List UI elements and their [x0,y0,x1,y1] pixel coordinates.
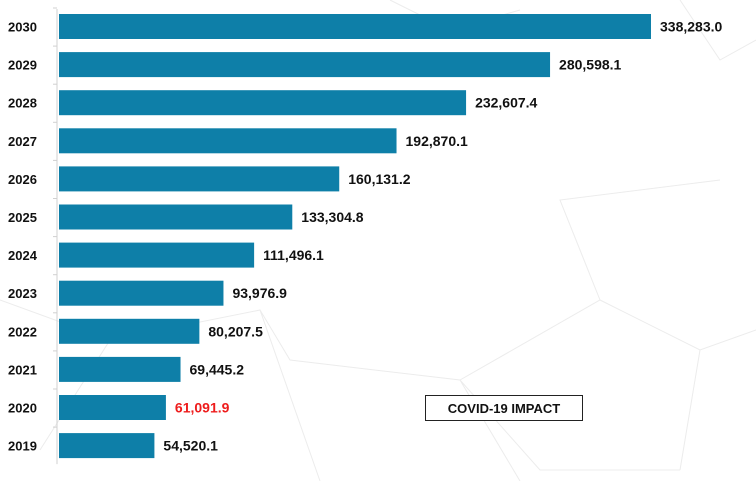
y-tick-label-2023: 2023 [8,286,37,301]
y-tick-label-2019: 2019 [8,439,37,454]
y-tick-label-2029: 2029 [8,58,37,73]
y-tick-label-2027: 2027 [8,134,37,149]
y-tick-label-2030: 2030 [8,20,37,35]
bar-2019 [59,433,155,459]
y-tick-label-2028: 2028 [8,96,37,111]
y-tick-label-2024: 2024 [8,248,38,263]
data-label-2030: 338,283.0 [660,19,722,35]
data-label-2029: 280,598.1 [559,57,621,73]
data-label-2019: 54,520.1 [163,438,218,454]
data-label-2021: 69,445.2 [190,361,245,377]
data-label-2027: 192,870.1 [406,133,468,149]
covid-19-impact-annotation: COVID-19 IMPACT [425,395,583,421]
data-label-2020: 61,091.9 [175,400,230,416]
y-tick-label-2022: 2022 [8,324,37,339]
bar-2021 [59,356,181,382]
bar-2027 [59,128,397,154]
bar-2023 [59,280,224,306]
data-label-2025: 133,304.8 [301,209,363,225]
data-label-2023: 93,976.9 [232,285,287,301]
bar-2024 [59,242,255,268]
bar-2026 [59,166,340,192]
data-label-2022: 80,207.5 [208,323,263,339]
data-label-2028: 232,607.4 [475,95,537,111]
y-tick-label-2021: 2021 [8,362,37,377]
data-label-2026: 160,131.2 [348,171,410,187]
data-label-2024: 111,496.1 [263,247,324,263]
bar-2022 [59,318,200,344]
y-tick-label-2020: 2020 [8,401,37,416]
bar-2030 [59,14,651,39]
y-tick-label-2026: 2026 [8,172,37,187]
bar-2025 [59,204,293,230]
y-tick-label-2025: 2025 [8,210,37,225]
bar-2029 [59,52,551,78]
bar-2020 [59,395,166,420]
bar-2028 [59,90,467,116]
